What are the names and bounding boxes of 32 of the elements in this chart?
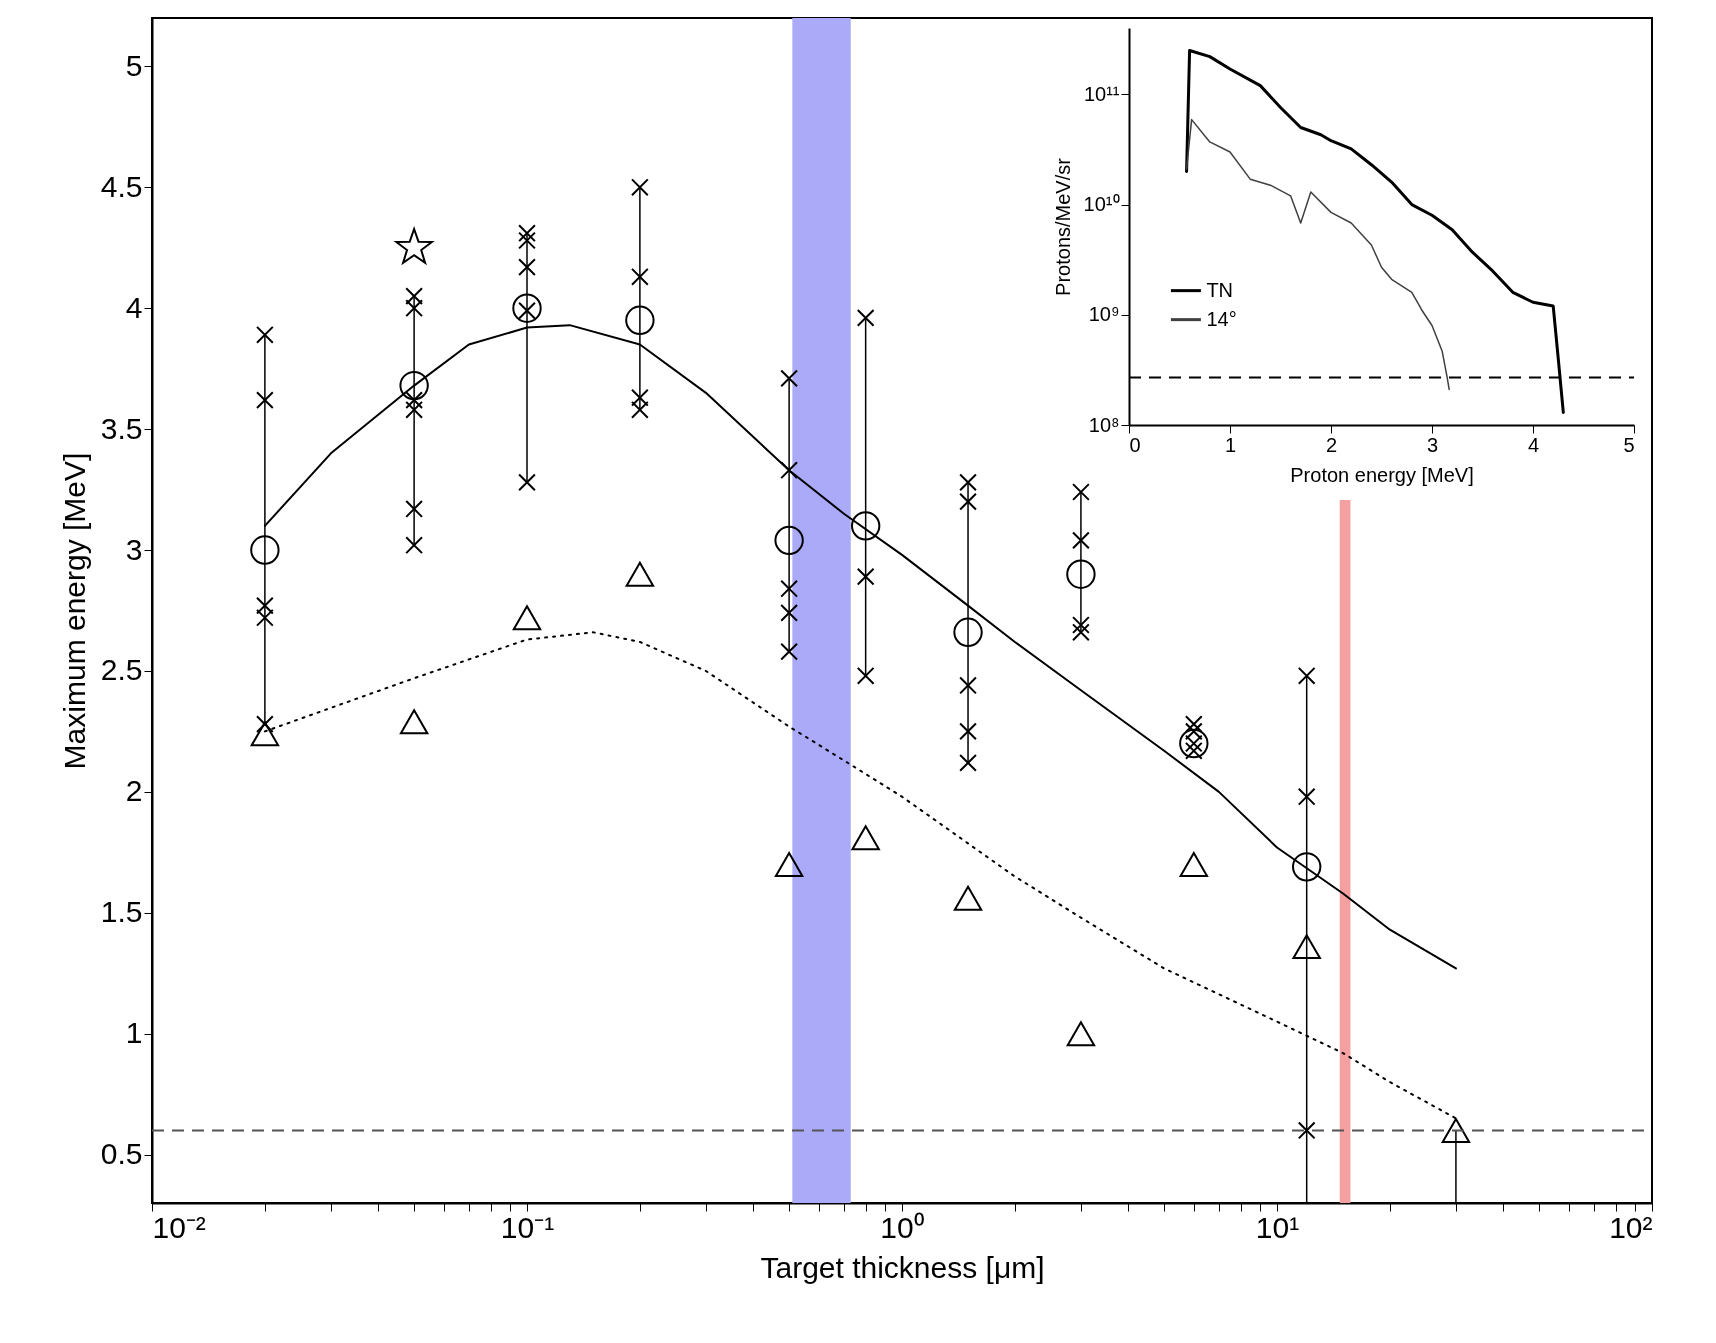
y-tick-label: 5: [125, 48, 143, 82]
y-axis-title: Protons/MeV/sr: [1051, 157, 1074, 296]
y-tick-label: 10⁹: [1088, 303, 1120, 326]
y-tick-label: 10⁸: [1088, 413, 1120, 436]
y-tick-label: 1.5: [100, 895, 143, 929]
y-tick-label: 4.5: [100, 169, 143, 203]
x-tick-label: 5: [1623, 433, 1635, 456]
x-tick-label: 2: [1325, 433, 1338, 456]
y-axis-title: Maximum energy [MeV]: [57, 452, 91, 770]
y-tick-label: 4: [125, 290, 143, 324]
y-tick-label: 2: [125, 774, 143, 808]
x-tick-label: 10¹: [1255, 1210, 1300, 1244]
legend-label: 14°: [1206, 307, 1237, 330]
x-tick-label: 3: [1426, 433, 1439, 456]
x-tick-label: 10⁻²: [152, 1210, 206, 1244]
legend-label: TN: [1206, 278, 1234, 301]
y-tick-label: 10¹⁰: [1083, 193, 1120, 216]
x-axis-title: Proton energy [MeV]: [1290, 463, 1474, 486]
y-tick-label: 3: [125, 532, 143, 566]
y-tick-label: 1: [125, 1016, 143, 1050]
x-tick-label: 4: [1527, 433, 1540, 456]
x-tick-label: 1: [1224, 433, 1237, 456]
x-tick-label: 10⁻¹: [500, 1210, 555, 1244]
y-tick-label: 2.5: [100, 653, 143, 687]
x-tick-label: 10⁰: [880, 1210, 925, 1244]
x-tick-label: 0: [1129, 433, 1141, 456]
y-tick-label: 10¹¹: [1083, 82, 1120, 105]
x-tick-label: 10²: [1609, 1210, 1653, 1244]
y-tick-label: 3.5: [100, 411, 143, 445]
y-tick-label: 0.5: [100, 1137, 143, 1171]
line-series: [1185, 118, 1450, 391]
x-axis-title: Target thickness [μm]: [760, 1250, 1045, 1284]
